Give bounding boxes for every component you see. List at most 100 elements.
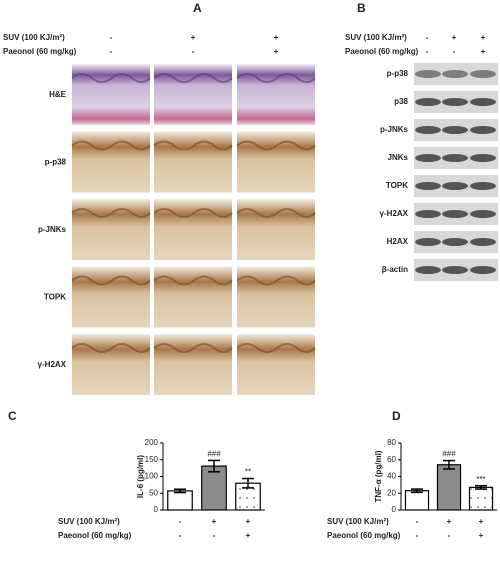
condition-mark: +	[452, 33, 457, 42]
blot-band	[442, 266, 468, 274]
bar	[468, 486, 494, 511]
condition-mark: -	[213, 531, 216, 540]
y-tick-label: 0	[392, 505, 397, 514]
y-tick-label: 80	[387, 438, 396, 447]
blot-band	[442, 182, 468, 190]
row-label: p-JNKs	[38, 225, 67, 234]
row-label: p-JNKs	[380, 125, 409, 134]
condition-label: Paeonol (60 mg/kg)	[3, 47, 77, 56]
condition-mark: +	[191, 33, 196, 42]
bar	[201, 465, 227, 511]
tissue-texture	[153, 140, 233, 151]
blot-band	[415, 70, 441, 78]
row-label: p-p38	[45, 158, 67, 167]
blot-band	[415, 126, 441, 134]
blot-band	[470, 266, 496, 274]
condition-mark: +	[481, 47, 486, 56]
tissue-texture	[71, 140, 151, 151]
significance-label: ###	[207, 450, 221, 459]
bar	[436, 464, 462, 511]
tissue-texture	[153, 275, 233, 286]
blot-band	[470, 238, 496, 246]
blot-band	[470, 70, 496, 78]
y-tick-label: 150	[145, 455, 159, 464]
condition-mark: +	[479, 517, 484, 526]
tissue-texture	[236, 343, 316, 353]
tissue-texture	[153, 208, 233, 218]
significance-label: ***	[476, 475, 485, 484]
row-label: γ-H2AX	[38, 360, 67, 369]
condition-mark: -	[426, 47, 429, 56]
blot-band	[415, 238, 441, 246]
row-label: H&E	[49, 90, 67, 99]
y-tick-label: 0	[154, 505, 159, 514]
significance-label: **	[245, 468, 251, 477]
row-label: TOPK	[44, 293, 66, 302]
y-tick-label: 40	[387, 472, 396, 481]
tissue-texture	[236, 73, 316, 83]
y-tick-label: 50	[149, 488, 158, 497]
blot-band	[470, 210, 496, 218]
y-tick-label: 100	[145, 472, 159, 481]
condition-label: SUV (100 KJ/m²)	[345, 33, 407, 42]
blot-band	[415, 182, 441, 190]
condition-mark: +	[274, 33, 279, 42]
blot-band	[442, 154, 468, 162]
bar	[404, 490, 430, 511]
row-label: p-p38	[387, 69, 409, 78]
blot-band	[442, 126, 468, 134]
condition-label: Paeonol (60 mg/kg)	[327, 531, 401, 540]
tissue-texture	[71, 275, 151, 286]
tissue-texture	[153, 73, 233, 83]
condition-mark: -	[448, 531, 451, 540]
condition-mark: +	[212, 517, 217, 526]
condition-mark: +	[447, 517, 452, 526]
blot-band	[442, 238, 468, 246]
row-label: TOPK	[386, 181, 408, 190]
condition-mark: +	[481, 33, 486, 42]
condition-mark: -	[426, 33, 429, 42]
y-tick-label: 60	[387, 455, 396, 464]
blot-band	[470, 126, 496, 134]
condition-mark: +	[274, 47, 279, 56]
blot-band	[470, 154, 496, 162]
blot-band	[470, 98, 496, 106]
panel-label: C	[8, 409, 17, 423]
condition-label: SUV (100 KJ/m²)	[327, 517, 389, 526]
tissue-texture	[236, 140, 316, 151]
condition-mark: +	[479, 531, 484, 540]
bar	[167, 490, 193, 511]
condition-mark: -	[179, 531, 182, 540]
row-label: p38	[394, 97, 408, 106]
condition-mark: -	[110, 47, 113, 56]
panel-label: D	[392, 409, 401, 423]
blot-band	[415, 210, 441, 218]
blot-band	[470, 182, 496, 190]
tissue-texture	[71, 343, 151, 353]
condition-mark: +	[246, 531, 251, 540]
y-tick-label: 200	[145, 438, 159, 447]
blot-band	[442, 210, 468, 218]
condition-mark: -	[179, 517, 182, 526]
condition-label: Paeonol (60 mg/kg)	[58, 531, 132, 540]
tissue-texture	[71, 73, 151, 83]
tissue-texture	[236, 275, 316, 286]
y-axis-label: IL-6 (pg/ml)	[136, 455, 145, 498]
blot-band	[415, 154, 441, 162]
significance-label: ###	[442, 450, 456, 459]
row-label: JNKs	[388, 153, 409, 162]
panel-label: A	[193, 1, 202, 15]
condition-mark: -	[453, 47, 456, 56]
blot-band	[442, 70, 468, 78]
condition-mark: +	[246, 517, 251, 526]
condition-mark: -	[110, 33, 113, 42]
condition-mark: -	[416, 531, 419, 540]
tissue-texture	[153, 343, 233, 353]
condition-label: SUV (100 KJ/m²)	[3, 33, 65, 42]
blot-band	[442, 98, 468, 106]
row-label: H2AX	[387, 237, 409, 246]
blot-band	[415, 98, 441, 106]
y-axis-label: TNF-α (pg/ml)	[374, 450, 383, 502]
condition-label: SUV (100 KJ/m²)	[58, 517, 120, 526]
